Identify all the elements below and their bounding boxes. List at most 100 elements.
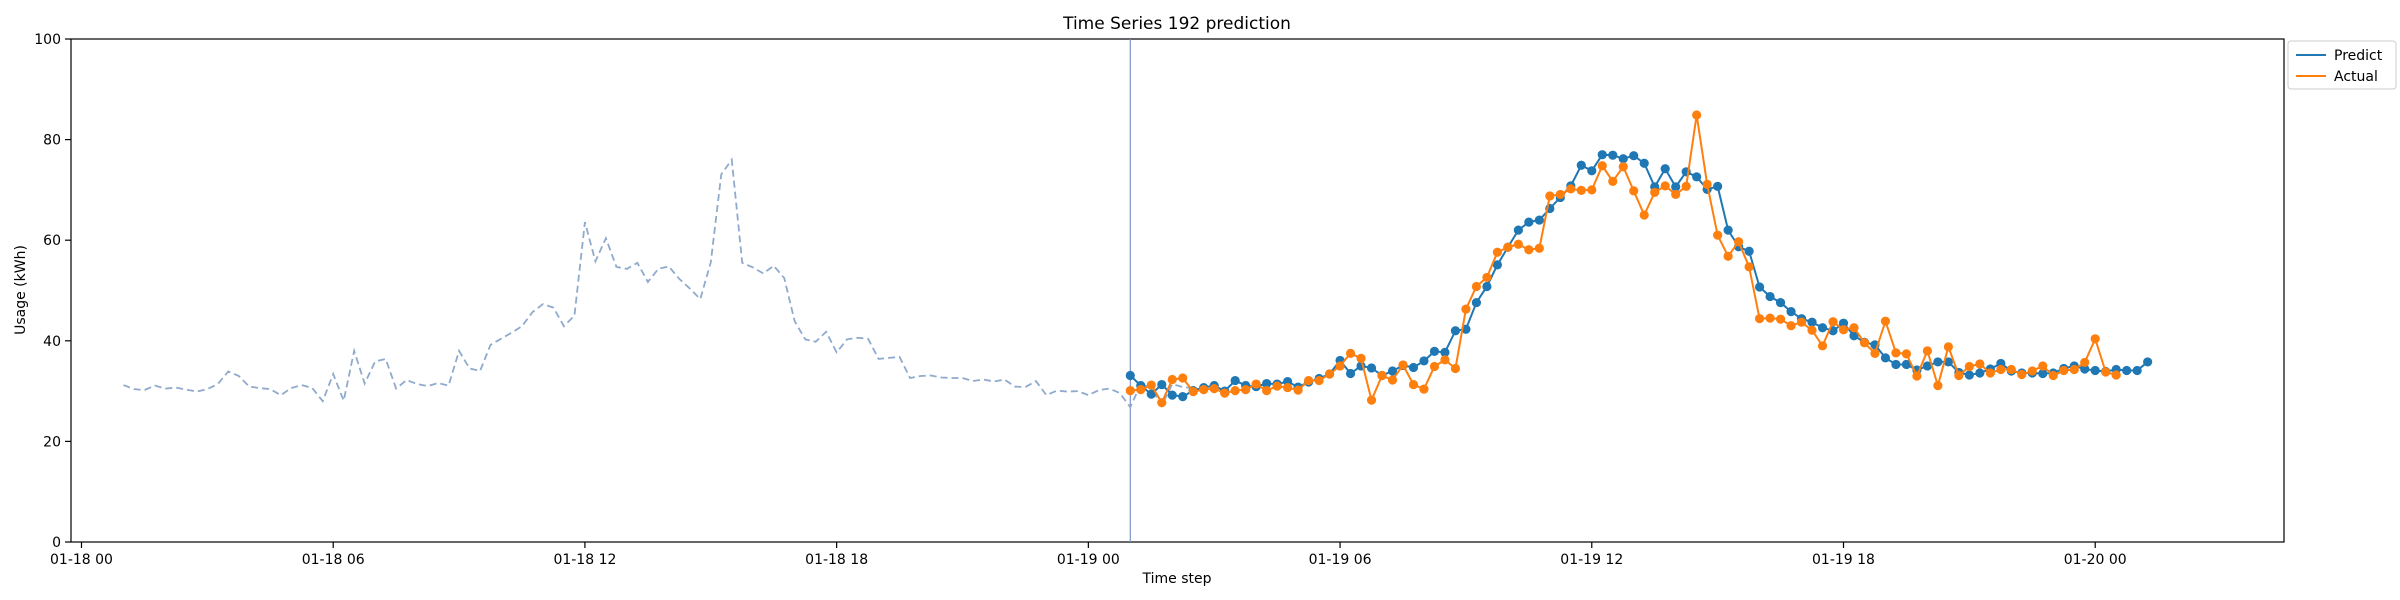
data-point-predict [2038, 368, 2048, 379]
data-point-actual [1870, 348, 1880, 358]
x-tick-label: 01-18 12 [553, 552, 616, 568]
data-point-actual [1157, 398, 1167, 408]
data-point-actual [1964, 361, 1974, 372]
data-point-predict [1576, 160, 1586, 170]
data-point-predict [1744, 246, 1754, 256]
plot-area [70, 38, 2285, 543]
data-point-actual [1125, 386, 1135, 396]
data-point-actual [1734, 237, 1744, 247]
data-point-actual [1461, 304, 1471, 314]
y-tick-label: 100 [34, 32, 61, 48]
data-point-actual [1650, 187, 1660, 198]
data-point-actual [1136, 384, 1146, 395]
data-point-actual [1429, 361, 1440, 372]
y-tick-label: 60 [43, 233, 61, 249]
data-point-actual [1796, 317, 1807, 327]
data-point-predict [1849, 331, 1859, 341]
data-point-actual [1713, 230, 1723, 240]
x-axis: 01-18 00 01-18 06 01-18 12 01-18 18 01-19 00… [50, 542, 2127, 568]
data-point-actual [2017, 369, 2027, 380]
data-point-actual [1419, 384, 1429, 394]
x-tick-label: 01-18 06 [302, 552, 365, 568]
data-point-actual [1671, 189, 1681, 200]
data-point-predict [1880, 353, 1891, 363]
data-point-predict [1838, 318, 1849, 328]
data-point-actual [2080, 357, 2090, 368]
data-point-predict [1891, 359, 1901, 370]
data-point-predict [1262, 378, 1272, 389]
data-point-predict [1807, 317, 1817, 327]
data-point-actual [1178, 373, 1188, 383]
y-tick-label: 0 [52, 535, 61, 551]
data-point-predict [2122, 365, 2132, 376]
data-point-actual [1398, 360, 1408, 370]
data-point-actual [2006, 364, 2016, 375]
data-point-actual [1660, 181, 1670, 191]
data-point-actual [1566, 184, 1576, 194]
legend-label-predict: Predict [2334, 48, 2383, 64]
data-point-actual [2059, 365, 2069, 376]
data-point-actual [1859, 338, 1870, 348]
data-point-actual [1692, 110, 1702, 120]
data-point-actual [1482, 272, 1492, 283]
data-point-actual [1146, 380, 1156, 390]
data-point-predict [1524, 217, 1534, 227]
x-tick-label: 01-19 00 [1057, 552, 1120, 568]
x-tick-label: 01-19 18 [1812, 552, 1875, 568]
data-point-actual [1304, 375, 1314, 386]
data-point-actual [1335, 361, 1345, 371]
data-point-predict [1639, 158, 1649, 168]
data-point-actual [1744, 262, 1754, 272]
legend-label-actual: Actual [2334, 69, 2378, 85]
data-point-actual [1241, 384, 1251, 395]
data-point-predict [1587, 166, 1597, 176]
data-point-actual [1765, 313, 1775, 323]
x-tick-label: 01-20 00 [2064, 552, 2127, 568]
data-point-predict [1713, 181, 1723, 191]
data-point-actual [1933, 380, 1943, 391]
data-point-predict [1167, 390, 1177, 400]
data-point-predict [1618, 154, 1628, 164]
y-axis-title: Usage (kWh) [13, 245, 29, 335]
data-point-actual [1880, 316, 1891, 326]
data-point-actual [2048, 370, 2058, 381]
data-point-actual [2090, 334, 2100, 344]
data-point-predict [1471, 297, 1482, 308]
data-point-actual [1314, 375, 1324, 386]
data-point-actual [1408, 379, 1419, 390]
data-point-actual [1272, 381, 1282, 391]
y-axis: 0 20 40 60 80 100 [34, 32, 71, 551]
data-point-actual [1209, 383, 1219, 394]
data-point-actual [1188, 387, 1198, 397]
data-point-actual [1366, 395, 1377, 405]
x-tick-label: 01-18 00 [50, 552, 113, 568]
data-point-actual [1262, 386, 1272, 396]
data-point-actual [1356, 353, 1366, 363]
data-point-predict [1450, 326, 1461, 336]
data-point-predict [1408, 362, 1419, 373]
data-point-actual [1849, 323, 1859, 333]
data-point-actual [1891, 348, 1901, 358]
data-point-actual [1838, 325, 1849, 335]
data-point-predict [1534, 215, 1544, 225]
data-point-actual [1576, 185, 1586, 195]
data-point-predict [2080, 364, 2090, 374]
data-point-predict [1754, 282, 1765, 292]
data-point-actual [1702, 179, 1712, 189]
x-tick-label: 01-18 18 [805, 552, 868, 568]
data-point-actual [1985, 368, 1995, 378]
data-point-actual [1922, 346, 1932, 356]
data-point-actual [1807, 325, 1817, 335]
y-tick-label: 80 [43, 133, 61, 149]
data-point-actual [1513, 239, 1523, 249]
y-tick-label: 40 [43, 334, 61, 350]
series-line-predict [1129, 153, 2149, 398]
legend: Predict Actual [2287, 40, 2397, 90]
data-point-actual [1545, 191, 1555, 201]
data-point-actual [1775, 314, 1786, 324]
x-tick-label: 01-19 06 [1309, 552, 1372, 568]
data-point-actual [1503, 242, 1513, 252]
data-point-actual [1681, 181, 1691, 191]
data-point-predict [1775, 297, 1786, 308]
data-point-actual [1293, 385, 1303, 395]
